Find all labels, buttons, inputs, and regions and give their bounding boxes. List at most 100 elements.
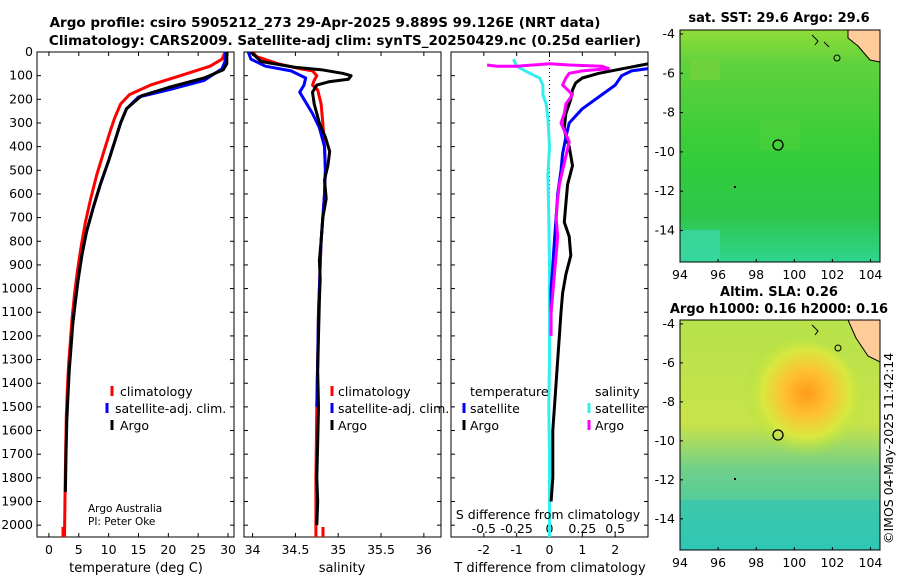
- map-lon-label: 98: [748, 267, 764, 282]
- series-line-t-argo: [549, 62, 648, 502]
- map-lat-label: -6: [663, 65, 676, 80]
- island-icon: [833, 54, 841, 62]
- legend-s-satellite: satellite: [595, 401, 645, 416]
- map-ticks: -4 -6 -8 -10 -12 -14 94 96 98 100 102 104 -4 -6 -8 -10 -…: [655, 26, 883, 570]
- map-lat-label: -12: [655, 183, 675, 198]
- legend-temperature-title: temperature: [470, 384, 549, 399]
- x-tick-label: 20: [160, 542, 176, 557]
- series-line-t-satellite: [512, 58, 551, 537]
- legend-s-argo: Argo: [595, 418, 624, 433]
- x-tick-label: 34: [245, 542, 261, 557]
- sst-map: [679, 29, 881, 263]
- title-line-2: Climatology: CARS2009. Satellite-adj cli…: [49, 33, 641, 49]
- series-line-s-satellite: [549, 67, 648, 313]
- depth-tick-label: 400: [9, 139, 33, 154]
- map-lon-label: 94: [672, 555, 688, 570]
- x-tick-label: 30: [220, 542, 236, 557]
- map-lon-label: 102: [820, 555, 844, 570]
- series-line-argo: [63, 52, 229, 493]
- map-lat-label: -10: [655, 433, 675, 448]
- map-lat-label: -8: [663, 394, 676, 409]
- sla-map: [679, 319, 881, 551]
- series-line-s-argo: [486, 62, 611, 336]
- argo-position-marker-sla: [772, 429, 784, 441]
- x-tick-label: -1: [510, 542, 522, 557]
- map-lon-label: 104: [859, 267, 883, 282]
- series-line-argo: [249, 52, 353, 526]
- x-tick-label: 25: [190, 542, 206, 557]
- map-lon-label: 96: [710, 555, 726, 570]
- map-lat-label: -12: [655, 472, 675, 487]
- salinity-axis-label: salinity: [319, 561, 366, 576]
- salinity-panel-frame: [243, 51, 442, 538]
- depth-tick-label: 800: [9, 233, 33, 248]
- depth-tick-label: 600: [9, 186, 33, 201]
- sst-map-title: sat. SST: 29.6 Argo: 29.6: [688, 11, 869, 26]
- depth-tick-label: 0: [25, 44, 33, 59]
- temperature-panel-frame: [36, 51, 235, 538]
- depth-tick-label: 2000: [1, 517, 33, 532]
- argo-position-marker: [772, 139, 784, 151]
- map-lon-label: 94: [672, 267, 688, 282]
- x-tick-label: 35.5: [367, 542, 395, 557]
- temperature-legend: climatology satellite-adj. clim. Argo: [105, 384, 226, 433]
- x-tick-label: 36: [416, 542, 432, 557]
- x-tick-label: 10: [101, 542, 117, 557]
- depth-tick-label: 1000: [1, 281, 33, 296]
- map-lon-label: 96: [710, 267, 726, 282]
- legend-satellite-adj: satellite-adj. clim.: [115, 401, 226, 416]
- depth-tick-label: 1700: [1, 446, 33, 461]
- sla-map-title-1: Altim. SLA: 0.26: [720, 285, 838, 300]
- depth-tick-label: 1100: [1, 304, 33, 319]
- legend-climatology: climatology: [120, 384, 193, 399]
- map-lat-label: -4: [663, 26, 676, 41]
- series-line-climatology: [251, 52, 327, 537]
- t-difference-axis-label: T difference from climatology: [453, 561, 646, 576]
- map-lon-label: 100: [782, 555, 806, 570]
- depth-tick-label: 900: [9, 257, 33, 272]
- map-lat-label: -10: [655, 144, 675, 159]
- depth-tick-label: 1900: [1, 494, 33, 509]
- x-tick-label: 5: [75, 542, 83, 557]
- legend-salinity-title: salinity: [595, 384, 640, 399]
- sla-map-title-2: Argo h1000: 0.16 h2000: 0.16: [670, 302, 888, 317]
- difference-legend: temperature satellite Argo salinity sate…: [462, 384, 645, 433]
- depth-tick-label: 1400: [1, 375, 33, 390]
- legend-sal-climatology: climatology: [338, 384, 411, 399]
- temperature-chart: 0100200300400500600700800900100011001200…: [1, 44, 236, 557]
- depth-tick-label: 300: [9, 115, 33, 130]
- x-tick-label: 0: [45, 542, 53, 557]
- map-lon-label: 100: [782, 267, 806, 282]
- title-line-1: Argo profile: csiro 5905212_273 29-Apr-2…: [50, 15, 601, 31]
- depth-tick-label: 100: [9, 68, 33, 83]
- x-tick-label: 0: [546, 542, 554, 557]
- map-lon-label: 104: [859, 555, 883, 570]
- depth-tick-label: 1500: [1, 399, 33, 414]
- s-tick-label: 0.5: [605, 521, 625, 536]
- s-tick-label: -0.5: [472, 521, 496, 536]
- salinity-legend: climatology satellite-adj. clim. Argo: [330, 384, 449, 433]
- legend-sal-satellite-adj: satellite-adj. clim.: [338, 401, 449, 416]
- legend-sal-argo: Argo: [338, 418, 367, 433]
- map-lat-label: -14: [655, 511, 675, 526]
- depth-tick-label: 1800: [1, 470, 33, 485]
- series-line-climatology: [63, 52, 227, 537]
- depth-tick-label: 700: [9, 210, 33, 225]
- annotation-argo-australia: Argo Australia: [88, 503, 162, 515]
- s-tick-label: 0.25: [568, 521, 596, 536]
- depth-tick-label: 500: [9, 162, 33, 177]
- map-lat-label: -14: [655, 223, 675, 238]
- salinity-chart: 34 34.5 35 35.5 36: [244, 51, 441, 557]
- depth-tick-label: 200: [9, 91, 33, 106]
- map-lon-label: 98: [748, 555, 764, 570]
- legend-t-argo: Argo: [470, 418, 499, 433]
- depth-tick-label: 1300: [1, 352, 33, 367]
- depth-tick-label: 1200: [1, 328, 33, 343]
- s-difference-label: S difference from climatology: [456, 507, 641, 522]
- x-tick-label: 34.5: [281, 542, 309, 557]
- x-tick-label: -2: [478, 542, 490, 557]
- timestamp: ©IMOS 04-May-2025 11:42:14: [881, 353, 896, 544]
- legend-t-satellite: satellite: [470, 401, 520, 416]
